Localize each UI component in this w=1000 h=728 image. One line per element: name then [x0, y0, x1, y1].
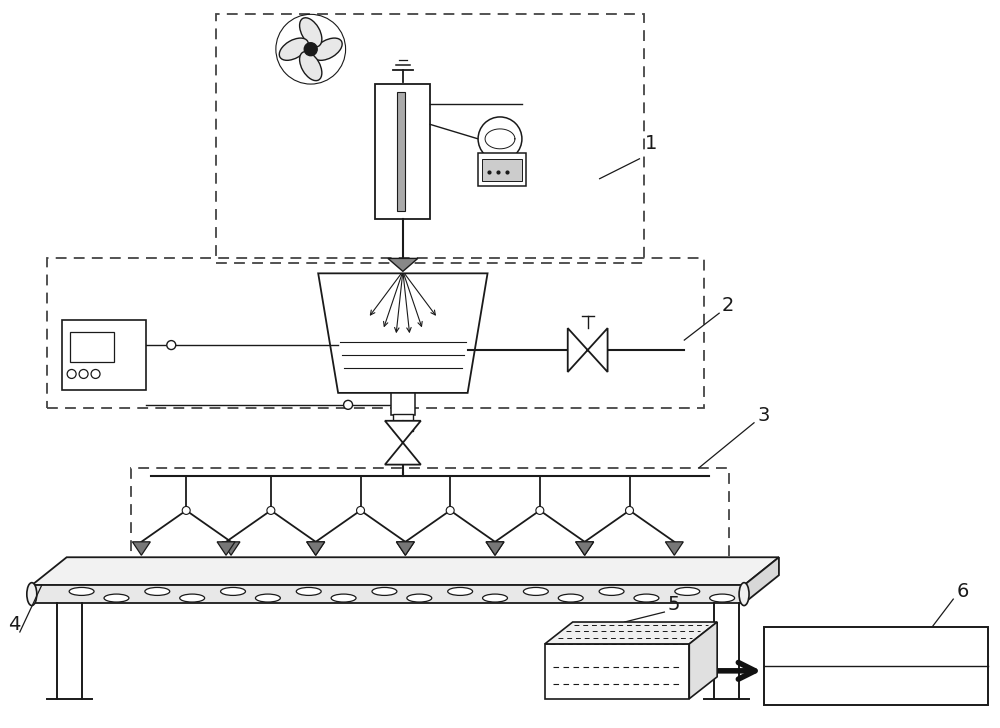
Polygon shape: [576, 542, 594, 555]
Text: 3: 3: [757, 405, 769, 424]
Ellipse shape: [27, 582, 37, 606]
Text: 2: 2: [721, 296, 734, 315]
Ellipse shape: [599, 587, 624, 596]
Bar: [47, 258, 704, 408]
Bar: [478, 153, 526, 186]
Circle shape: [357, 507, 365, 515]
Circle shape: [344, 400, 353, 409]
Ellipse shape: [255, 594, 280, 602]
Polygon shape: [318, 273, 488, 393]
Bar: [764, 627, 988, 705]
Ellipse shape: [145, 587, 170, 596]
Ellipse shape: [372, 587, 397, 596]
Ellipse shape: [483, 594, 507, 602]
Polygon shape: [307, 542, 325, 555]
Ellipse shape: [710, 594, 735, 602]
Polygon shape: [32, 585, 744, 603]
Text: 1: 1: [644, 134, 657, 153]
Polygon shape: [486, 542, 504, 555]
Ellipse shape: [296, 587, 321, 596]
Text: 风干系统: 风干系统: [858, 639, 894, 654]
Polygon shape: [689, 622, 717, 699]
Circle shape: [167, 341, 176, 349]
Bar: [393, 414, 413, 431]
Ellipse shape: [300, 52, 322, 81]
Polygon shape: [568, 328, 608, 372]
Circle shape: [182, 507, 190, 515]
Bar: [545, 644, 689, 699]
Polygon shape: [132, 542, 150, 555]
Ellipse shape: [221, 587, 245, 596]
Circle shape: [91, 370, 100, 379]
Ellipse shape: [407, 594, 432, 602]
Bar: [216, 15, 644, 264]
Ellipse shape: [180, 594, 205, 602]
Ellipse shape: [448, 587, 473, 596]
Ellipse shape: [739, 582, 749, 606]
Bar: [482, 159, 522, 181]
Bar: [131, 467, 729, 572]
Bar: [70, 332, 114, 362]
Circle shape: [67, 370, 76, 379]
Text: 改性气调包装系统: 改性气调包装系统: [841, 676, 911, 691]
Ellipse shape: [558, 594, 583, 602]
Text: 6: 6: [956, 582, 969, 601]
Bar: [62, 320, 146, 390]
Polygon shape: [486, 542, 504, 555]
Circle shape: [536, 507, 544, 515]
Circle shape: [478, 117, 522, 161]
Text: 4: 4: [8, 615, 20, 634]
Circle shape: [304, 43, 317, 55]
Circle shape: [446, 507, 454, 515]
Polygon shape: [545, 622, 717, 644]
Bar: [397, 92, 405, 210]
Ellipse shape: [675, 587, 700, 596]
Ellipse shape: [104, 594, 129, 602]
Polygon shape: [217, 542, 235, 555]
Polygon shape: [385, 421, 421, 464]
Text: 5: 5: [667, 595, 680, 614]
Polygon shape: [665, 542, 683, 555]
Ellipse shape: [523, 587, 548, 596]
Ellipse shape: [279, 38, 308, 60]
Polygon shape: [396, 542, 414, 555]
Polygon shape: [576, 542, 594, 555]
Polygon shape: [222, 542, 240, 555]
Polygon shape: [307, 542, 325, 555]
Polygon shape: [396, 542, 414, 555]
Polygon shape: [388, 258, 418, 272]
Ellipse shape: [313, 38, 342, 60]
Ellipse shape: [69, 587, 94, 596]
Ellipse shape: [331, 594, 356, 602]
Circle shape: [626, 507, 633, 515]
Circle shape: [79, 370, 88, 379]
Polygon shape: [744, 557, 779, 603]
Ellipse shape: [300, 17, 322, 47]
Bar: [375, 84, 430, 218]
Circle shape: [267, 507, 275, 515]
Bar: [391, 393, 415, 415]
Ellipse shape: [634, 594, 659, 602]
Polygon shape: [32, 557, 779, 585]
